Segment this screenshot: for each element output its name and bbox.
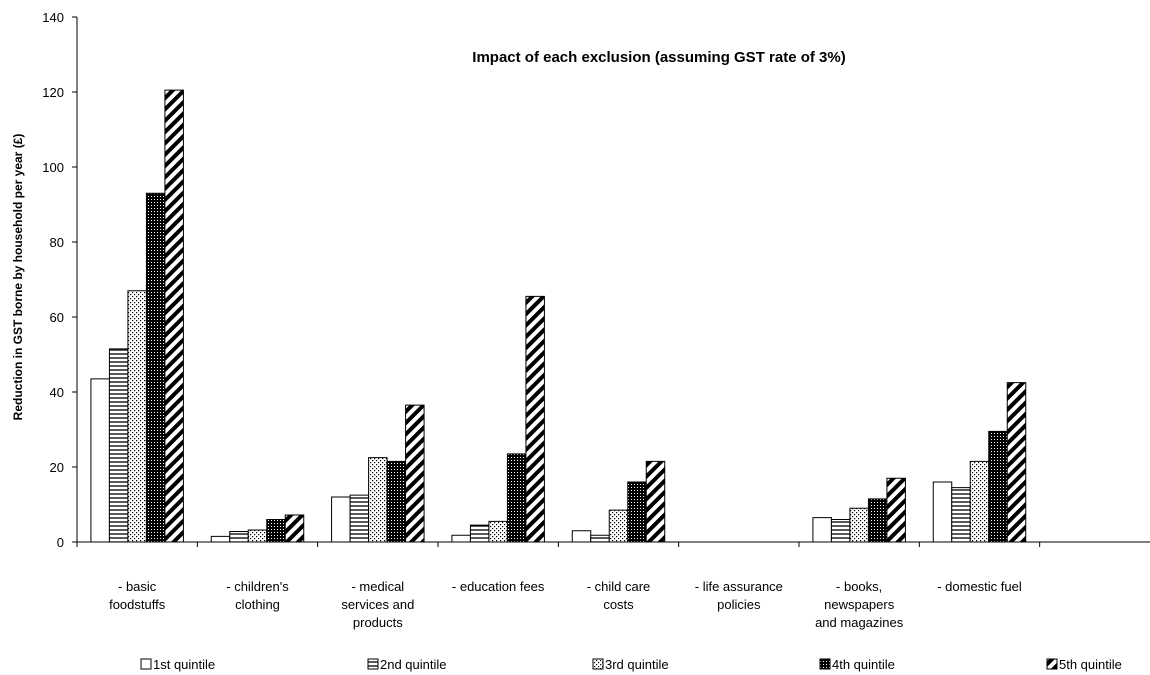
bar-3-series-4 (386, 460, 407, 543)
bars-layer (90, 89, 1027, 543)
legend-label-1: 1st quintile (153, 657, 215, 672)
legend-label-4: 4th quintile (832, 657, 895, 672)
bar-5-series-4 (627, 481, 647, 543)
x-category-label: - child care costs (587, 579, 651, 612)
y-tick-label: 40 (50, 385, 64, 400)
x-category-label: - basic foodstuffs (109, 579, 166, 612)
bar-5-series-5 (645, 460, 666, 543)
bar-8-series-2 (951, 487, 971, 543)
bar-7-series-2 (830, 519, 851, 543)
bar-5-series-1 (571, 530, 592, 543)
bar-3-series-2 (349, 494, 370, 543)
legend-label-3: 3rd quintile (605, 657, 669, 672)
bar-7-series-5 (886, 477, 906, 543)
y-tick-label: 20 (50, 460, 64, 475)
bar-4-series-2 (469, 524, 490, 543)
bar-5-series-2 (590, 534, 610, 543)
bar-1-series-3 (127, 290, 147, 543)
bar-1-series-4 (145, 192, 166, 543)
bar-8-series-3 (969, 460, 990, 543)
x-category-label: - books, newspapers and magazines (815, 579, 904, 630)
bar-8-series-1 (932, 481, 953, 543)
bar-2-series-2 (229, 531, 249, 543)
legend-swatch-2 (367, 658, 379, 670)
legend-swatch-5 (1046, 658, 1058, 670)
bar-3-series-1 (331, 496, 351, 543)
bar-3-series-5 (405, 404, 425, 543)
bar-3-series-3 (368, 457, 388, 543)
bar-2-series-4 (266, 519, 286, 543)
bar-7-series-3 (849, 507, 869, 543)
legend-swatch-1 (140, 658, 152, 670)
bar-4-series-4 (506, 453, 527, 543)
y-tick-label: 140 (42, 10, 64, 25)
bar-8-series-5 (1006, 382, 1027, 543)
chart-title: Impact of each exclusion (assuming GST r… (472, 49, 845, 66)
legend-label-2: 2nd quintile (380, 657, 447, 672)
bar-1-series-2 (108, 348, 129, 543)
legend-swatch-3 (592, 658, 604, 670)
x-category-label: - education fees (452, 579, 545, 594)
bar-1-series-5 (164, 89, 184, 543)
legend-label-5: 5th quintile (1059, 657, 1122, 672)
legend-swatch-4 (819, 658, 831, 670)
bar-2-series-1 (210, 535, 231, 543)
bar-8-series-4 (988, 430, 1008, 543)
x-category-label: - children's clothing (226, 579, 289, 612)
y-tick-label: 60 (50, 310, 64, 325)
x-category-label: - life assurance policies (695, 579, 783, 612)
bar-7-series-1 (812, 517, 832, 543)
bar-2-series-3 (247, 529, 268, 543)
axes-layer: 0 20 40 60 80 100 120 140 (42, 10, 1150, 550)
bar-1-series-1 (90, 378, 110, 543)
x-category-label: - domestic fuel (937, 579, 1022, 594)
bar-7-series-4 (867, 498, 888, 543)
y-tick-label: 100 (42, 160, 64, 175)
x-category-label: - medical services and products (341, 579, 414, 630)
bar-4-series-1 (451, 534, 471, 543)
legend: 1st quintile 2nd quintile 3rd quintile 4th … (140, 657, 1122, 672)
bar-5-series-3 (608, 509, 629, 543)
bar-2-series-5 (284, 514, 305, 543)
labels-layer: - basic foodstuffs - children's clothing - m… (109, 579, 1022, 630)
y-tick-label: 120 (42, 85, 64, 100)
y-axis-label: Reduction in GST borne by household per … (11, 134, 25, 421)
y-tick-label: 0 (57, 535, 64, 550)
bar-4-series-5 (525, 295, 545, 543)
bar-4-series-3 (488, 520, 508, 543)
y-tick-label: 80 (50, 235, 64, 250)
